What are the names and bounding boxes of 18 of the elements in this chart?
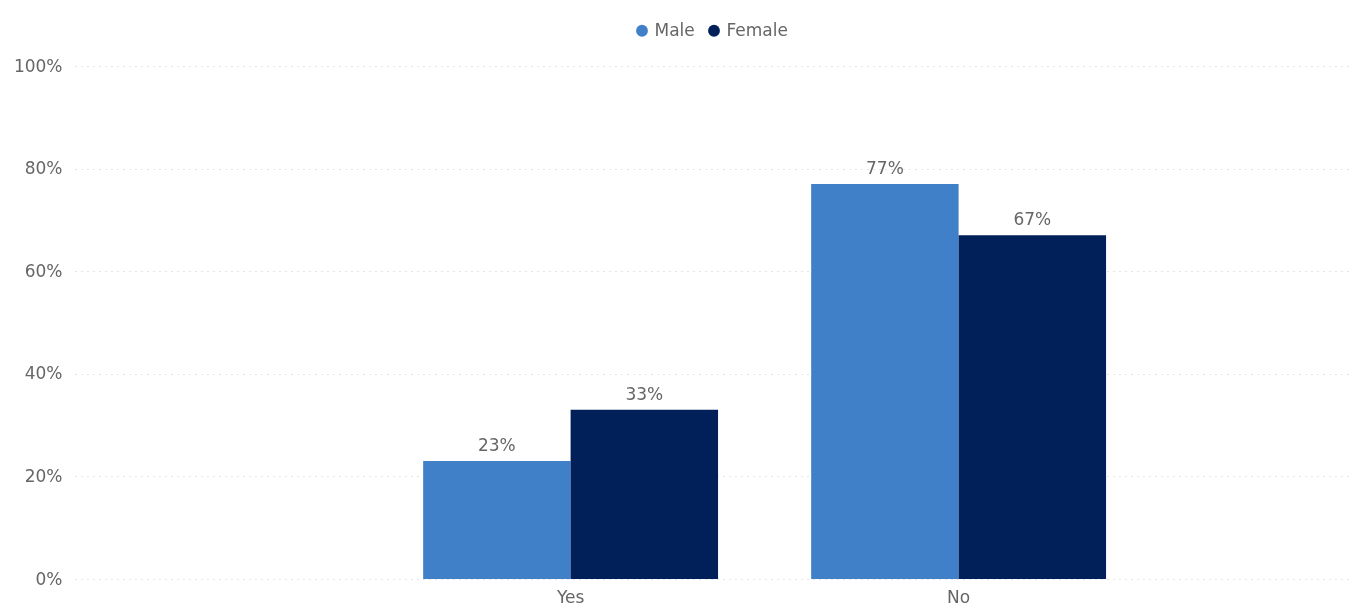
- legend-label: Male: [654, 19, 695, 40]
- data-label: 33%: [625, 383, 664, 404]
- y-tick-label: 20%: [24, 465, 63, 486]
- y-tick-label: 0%: [35, 568, 63, 589]
- data-label: 77%: [865, 157, 904, 178]
- y-tick-label: 60%: [24, 260, 63, 281]
- y-tick-label: 100%: [13, 55, 63, 76]
- bar: [423, 461, 571, 579]
- y-tick-label: 40%: [24, 363, 63, 384]
- legend-label: Female: [726, 19, 788, 40]
- data-label: 23%: [477, 435, 516, 456]
- bar: [811, 183, 959, 579]
- y-tick-label: 80%: [24, 158, 63, 179]
- x-tick-label: No: [947, 586, 971, 607]
- x-tick-label: Yes: [555, 586, 585, 607]
- bar: [958, 235, 1107, 579]
- bar: [570, 409, 719, 579]
- data-label: 67%: [1013, 209, 1052, 230]
